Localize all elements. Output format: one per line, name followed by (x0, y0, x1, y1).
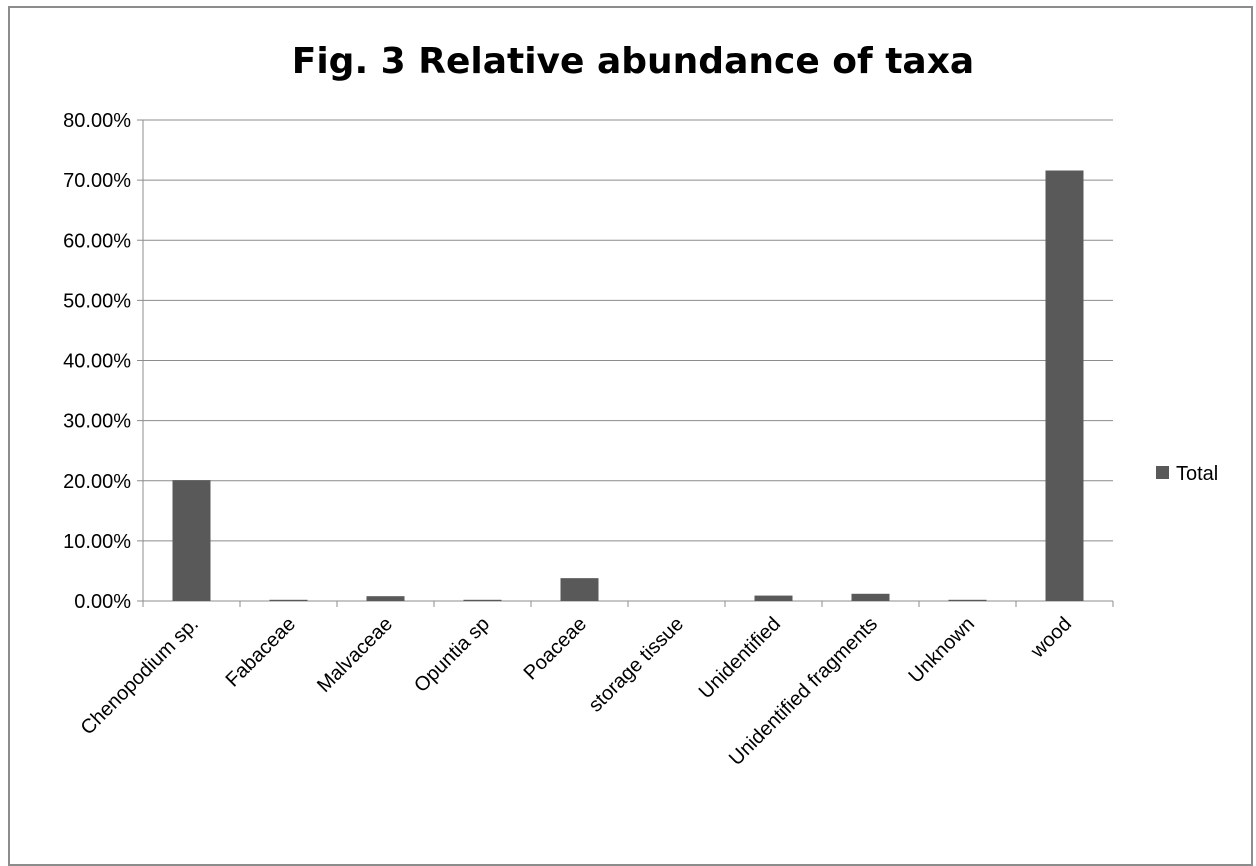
y-tick-label: 50.00% (63, 290, 131, 312)
x-tick-label: storage tissue (584, 613, 688, 717)
y-tick-label: 20.00% (63, 471, 131, 493)
x-tick-label: Malvaceae (313, 613, 397, 697)
x-tick-label: Opuntia sp (410, 613, 494, 697)
y-tick-label: 40.00% (63, 351, 131, 373)
axes (137, 119, 1114, 607)
y-tick-label: 70.00% (63, 170, 131, 192)
y-tick-label: 60.00% (63, 230, 131, 252)
legend-label: Total (1176, 463, 1218, 485)
x-tick-label: Fabaceae (222, 613, 300, 691)
x-tick-label: Chenopodium sp. (77, 613, 203, 739)
bar (463, 599, 502, 601)
bar (754, 595, 793, 601)
x-tick-labels: Chenopodium sp. Fabaceae Malvaceae Opuntia … (77, 613, 1076, 770)
bar (560, 578, 599, 601)
bar (851, 593, 890, 601)
chart-title: Fig. 3 Relative abundance of taxa (292, 41, 974, 82)
x-tick-label: Poaceae (520, 613, 591, 684)
bar (366, 596, 405, 601)
bars (172, 170, 1084, 601)
x-tick-label: Unidentified (695, 613, 785, 703)
y-tick-label: 30.00% (63, 411, 131, 433)
y-tick-label: 0.00% (74, 591, 131, 613)
legend-swatch (1156, 466, 1169, 479)
bar (948, 599, 987, 601)
gridlines (143, 119, 1113, 542)
legend: Total (1156, 463, 1218, 485)
bar (269, 599, 308, 601)
y-tick-label: 80.00% (63, 110, 131, 132)
bar (1045, 170, 1084, 601)
y-tick-label: 10.00% (63, 531, 131, 553)
y-tick-labels: 0.00% 10.00% 20.00% 30.00% 40.00% 50.00% 60.00… (63, 110, 131, 613)
x-tick-label: Unknown (905, 613, 980, 688)
bar (172, 480, 211, 601)
x-tick-label: wood (1026, 613, 1076, 663)
